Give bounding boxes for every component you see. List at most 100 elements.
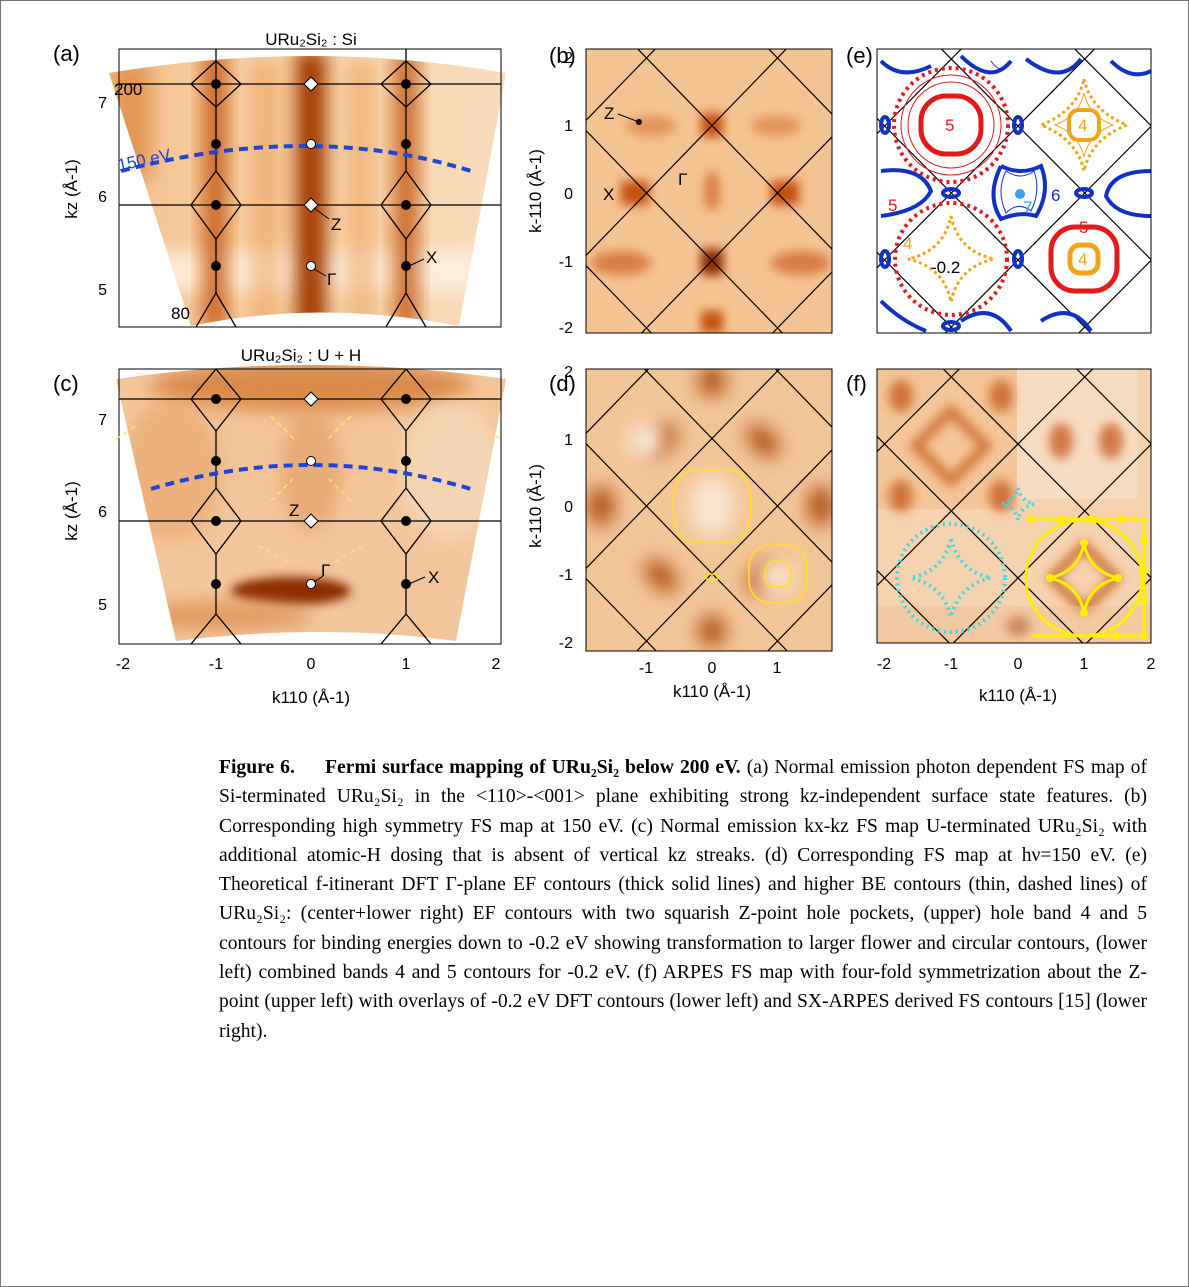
tick-label: 0 bbox=[307, 656, 316, 673]
annotation: Z bbox=[604, 104, 614, 123]
shape bbox=[1046, 574, 1054, 582]
annotation: Γ bbox=[321, 561, 330, 580]
shape bbox=[889, 480, 913, 512]
shape bbox=[698, 369, 726, 397]
tick-label: 6 bbox=[98, 504, 107, 521]
shape bbox=[1114, 574, 1122, 582]
shape bbox=[941, 320, 961, 332]
shape bbox=[296, 56, 326, 326]
shape bbox=[877, 49, 1151, 333]
shape bbox=[408, 576, 426, 585]
annotation: 200 bbox=[114, 80, 142, 99]
shape bbox=[893, 201, 1009, 317]
shape bbox=[628, 423, 664, 459]
x-axis-label: k110 (Å-1) bbox=[979, 686, 1057, 705]
tick-label: 5 bbox=[98, 282, 107, 299]
shape bbox=[211, 456, 221, 466]
shape bbox=[1049, 423, 1073, 459]
shape bbox=[118, 368, 502, 645]
shape bbox=[751, 116, 801, 136]
shape bbox=[941, 187, 961, 199]
tick-label: 1 bbox=[564, 118, 573, 135]
shape bbox=[586, 49, 832, 333]
annotation: 5 bbox=[888, 196, 897, 215]
zone-line bbox=[944, 125, 1151, 333]
shape bbox=[586, 49, 832, 333]
shape bbox=[879, 54, 1151, 77]
shape bbox=[380, 368, 432, 645]
shape bbox=[401, 579, 411, 589]
caption-label: Figure 6. bbox=[219, 757, 295, 778]
shape bbox=[1087, 515, 1095, 523]
shape bbox=[211, 79, 221, 89]
shape bbox=[401, 261, 411, 271]
tick-label: 2 bbox=[1147, 656, 1156, 673]
tick-label: 0 bbox=[1014, 656, 1023, 673]
tick-label: 1 bbox=[773, 660, 782, 677]
shape bbox=[1027, 515, 1035, 523]
shape bbox=[1048, 224, 1120, 294]
shape bbox=[1027, 515, 1148, 640]
shape bbox=[876, 48, 1152, 334]
shape bbox=[626, 116, 676, 136]
shape bbox=[325, 415, 352, 442]
shape bbox=[690, 476, 734, 536]
shape bbox=[1117, 515, 1125, 523]
shape bbox=[408, 258, 425, 267]
shape bbox=[1001, 487, 1035, 521]
panel-label: (a) bbox=[53, 41, 80, 66]
tick-label: -1 bbox=[559, 254, 573, 271]
zone-line bbox=[640, 135, 832, 333]
shape bbox=[203, 56, 227, 326]
shape bbox=[281, 411, 341, 531]
shape bbox=[131, 602, 311, 630]
panel-b: (b) k-110 (Å-1) 2 1 0 -1 -2 Z X Γ bbox=[526, 43, 833, 337]
shape bbox=[758, 558, 794, 594]
shape bbox=[211, 516, 221, 526]
panel-title: URu₂Si₂ : Si bbox=[265, 30, 357, 49]
shape bbox=[251, 61, 281, 326]
shape bbox=[303, 76, 319, 92]
shape bbox=[231, 577, 351, 605]
zone-line bbox=[643, 369, 832, 564]
shape bbox=[306, 261, 316, 271]
shape bbox=[585, 368, 833, 652]
panel-label: (f) bbox=[846, 371, 867, 396]
annotation: 7 bbox=[1023, 198, 1032, 217]
shape bbox=[704, 573, 720, 581]
tick-label: 0 bbox=[708, 660, 717, 677]
tick-label: -2 bbox=[559, 635, 573, 652]
annotation: -0.2 bbox=[931, 258, 960, 277]
shape bbox=[907, 81, 995, 169]
shape bbox=[115, 425, 137, 440]
tick-label: -1 bbox=[944, 656, 958, 673]
panel-e: (e) 5 4 5 6 7 5 4 -0.2 4 bbox=[846, 43, 1152, 334]
tick-label: 2 bbox=[564, 364, 573, 381]
shape bbox=[270, 415, 297, 442]
panel-title: URu₂Si₂ : U + H bbox=[241, 346, 361, 365]
shape bbox=[1140, 567, 1148, 575]
caption-body: (a) Normal emission photon dependent FS … bbox=[219, 757, 1147, 1042]
panel-f: (f) -2 -1 0 1 2 k110 (Å-1) bbox=[846, 368, 1156, 705]
annotation: Z bbox=[289, 501, 299, 520]
shape bbox=[990, 60, 1012, 70]
shape bbox=[306, 579, 316, 589]
shape bbox=[644, 559, 678, 593]
shape bbox=[401, 200, 411, 210]
annotation: 6 bbox=[1051, 186, 1060, 205]
panel-label: (e) bbox=[846, 43, 873, 68]
shape bbox=[313, 575, 324, 583]
caption: Figure 6. Fermi surface mapping of URu₂S… bbox=[219, 753, 1147, 1046]
shape bbox=[879, 54, 1151, 333]
annotation: 80 bbox=[171, 304, 190, 323]
panel-d: (d) k-110 (Å-1) 2 1 0 -1 -2 -1 0 1 k110 … bbox=[526, 364, 833, 701]
shape bbox=[401, 401, 501, 541]
shape bbox=[880, 163, 1047, 222]
annotation: X bbox=[428, 568, 439, 587]
shape bbox=[1140, 632, 1148, 640]
shape bbox=[1057, 515, 1065, 523]
tick-label: 1 bbox=[564, 432, 573, 449]
y-axis-label: k-110 (Å-1) bbox=[526, 149, 545, 233]
shape bbox=[116, 365, 506, 641]
tick-label: 1 bbox=[1080, 656, 1089, 673]
